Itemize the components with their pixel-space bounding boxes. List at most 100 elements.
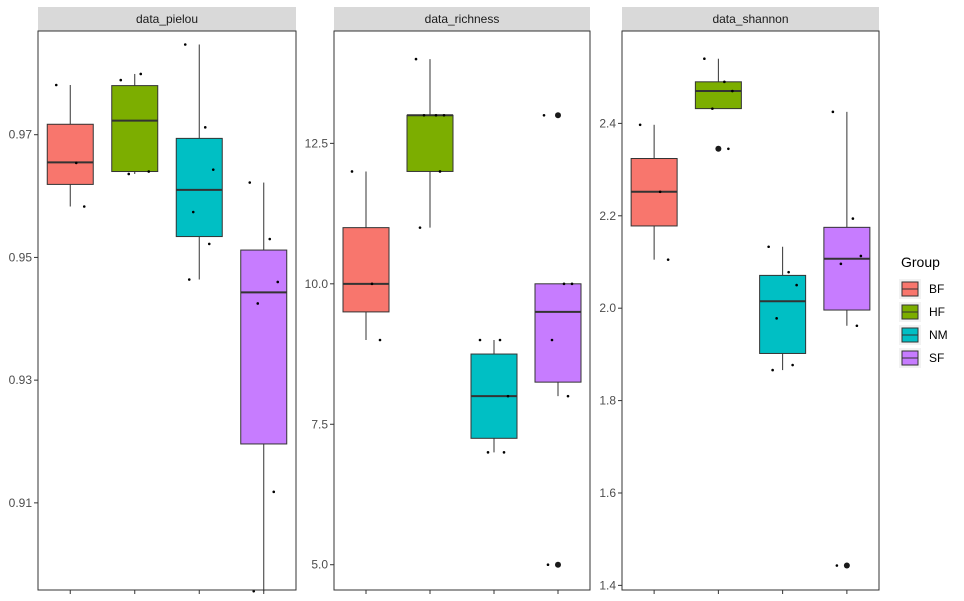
jitter-point [542, 113, 546, 117]
jitter-point [711, 107, 714, 110]
jitter-point [147, 170, 151, 173]
jitter-point [771, 368, 774, 372]
jitter-point [703, 57, 706, 61]
box-body [111, 85, 159, 173]
legend-item-BF: BF [899, 279, 944, 299]
box-BF [630, 123, 678, 261]
box-NM [175, 43, 223, 281]
jitter-point [787, 270, 790, 274]
y-tick-label: 2.0 [599, 301, 616, 315]
y-tick-label: 2.2 [599, 209, 616, 223]
facet-data_richness: data_richness 5.0 7.5 10.0 12.5 [305, 7, 591, 594]
panel-border [333, 30, 591, 591]
box-SF [823, 110, 871, 569]
y-tick-label: 0.91 [9, 496, 33, 510]
jitter-point [207, 242, 211, 246]
facet-panels: data_pielou 0.91 0.93 0.95 0.97 data_richness… [9, 7, 880, 594]
outlier-point [555, 112, 561, 119]
jitter-point [268, 237, 272, 241]
jitter-point [566, 394, 570, 398]
legend: Group BF HF NM SF [899, 254, 948, 368]
y-tick-label: 0.95 [9, 250, 33, 264]
jitter-point [851, 217, 855, 220]
jitter-point [795, 283, 798, 287]
jitter-point [438, 170, 442, 173]
jitter-point [859, 254, 863, 258]
jitter-point [256, 302, 260, 305]
box-body [694, 81, 742, 110]
jitter-point [252, 589, 256, 593]
jitter-point [54, 83, 58, 87]
facet-data_shannon: data_shannon 1.4 1.6 1.8 2.0 2.2 2.4 [599, 7, 880, 594]
jitter-point [272, 490, 276, 494]
facet-data_pielou: data_pielou 0.91 0.93 0.95 0.97 [9, 7, 297, 594]
jitter-point [506, 394, 510, 398]
jitter-point [658, 190, 662, 194]
panel-border [621, 30, 880, 591]
box-body [823, 226, 871, 311]
legend-label: HF [929, 305, 945, 319]
facet-strip-label: data_richness [425, 12, 500, 26]
jitter-point [183, 43, 187, 46]
box-NM [759, 245, 807, 372]
jitter-point [350, 170, 354, 173]
jitter-point [191, 210, 195, 214]
jitter-point [127, 172, 131, 176]
legend-item-SF: SF [899, 348, 944, 368]
jitter-point [74, 161, 78, 165]
y-tick-label: 2.4 [599, 116, 616, 130]
jitter-point [638, 123, 642, 127]
jitter-point [82, 205, 86, 208]
jitter-point [570, 282, 574, 286]
jitter-point [727, 147, 730, 151]
legend-title: Group [901, 254, 940, 270]
jitter-point [370, 282, 374, 286]
box-body [240, 249, 288, 445]
y-tick-label: 1.6 [599, 486, 616, 500]
jitter-point [378, 338, 382, 342]
y-tick-label: 10.0 [305, 277, 329, 291]
jitter-point [562, 282, 566, 286]
legend-item-HF: HF [899, 302, 945, 322]
box-HF [111, 72, 159, 176]
jitter-point [187, 278, 191, 281]
box-body [759, 274, 807, 354]
legend-label: NM [929, 328, 948, 342]
jitter-point [442, 113, 446, 117]
y-tick-label: 5.0 [311, 558, 328, 572]
jitter-point [434, 113, 438, 117]
jitter-point [486, 451, 490, 454]
y-tick-label: 1.4 [599, 578, 616, 592]
jitter-point [502, 451, 506, 454]
outlier-point [715, 145, 722, 152]
jitter-point [422, 113, 426, 117]
jitter-point [119, 78, 123, 82]
box-body [46, 123, 94, 185]
legend-item-NM: NM [899, 325, 948, 345]
jitter-point [855, 324, 859, 328]
box-BF [342, 170, 390, 342]
jitter-point [835, 564, 839, 567]
box-BF [46, 83, 94, 208]
jitter-point [723, 80, 726, 84]
jitter-point [791, 363, 794, 367]
jitter-point [418, 226, 422, 229]
legend-items: BF HF NM SF [899, 279, 948, 368]
facet-strip-label: data_shannon [712, 12, 788, 26]
panel-border [37, 30, 297, 591]
jitter-point [775, 317, 778, 320]
outlier-point [843, 562, 850, 569]
jitter-point [498, 338, 502, 342]
y-tick-label: 0.93 [9, 373, 33, 387]
jitter-point [666, 258, 670, 261]
jitter-point [211, 168, 215, 171]
jitter-point [767, 245, 770, 249]
facet-strip [334, 7, 590, 31]
facet-strip [622, 7, 879, 31]
box-SF [534, 112, 582, 568]
legend-label: BF [929, 282, 944, 296]
jitter-point [839, 262, 843, 266]
jitter-point [248, 181, 252, 184]
box-body [534, 283, 582, 383]
